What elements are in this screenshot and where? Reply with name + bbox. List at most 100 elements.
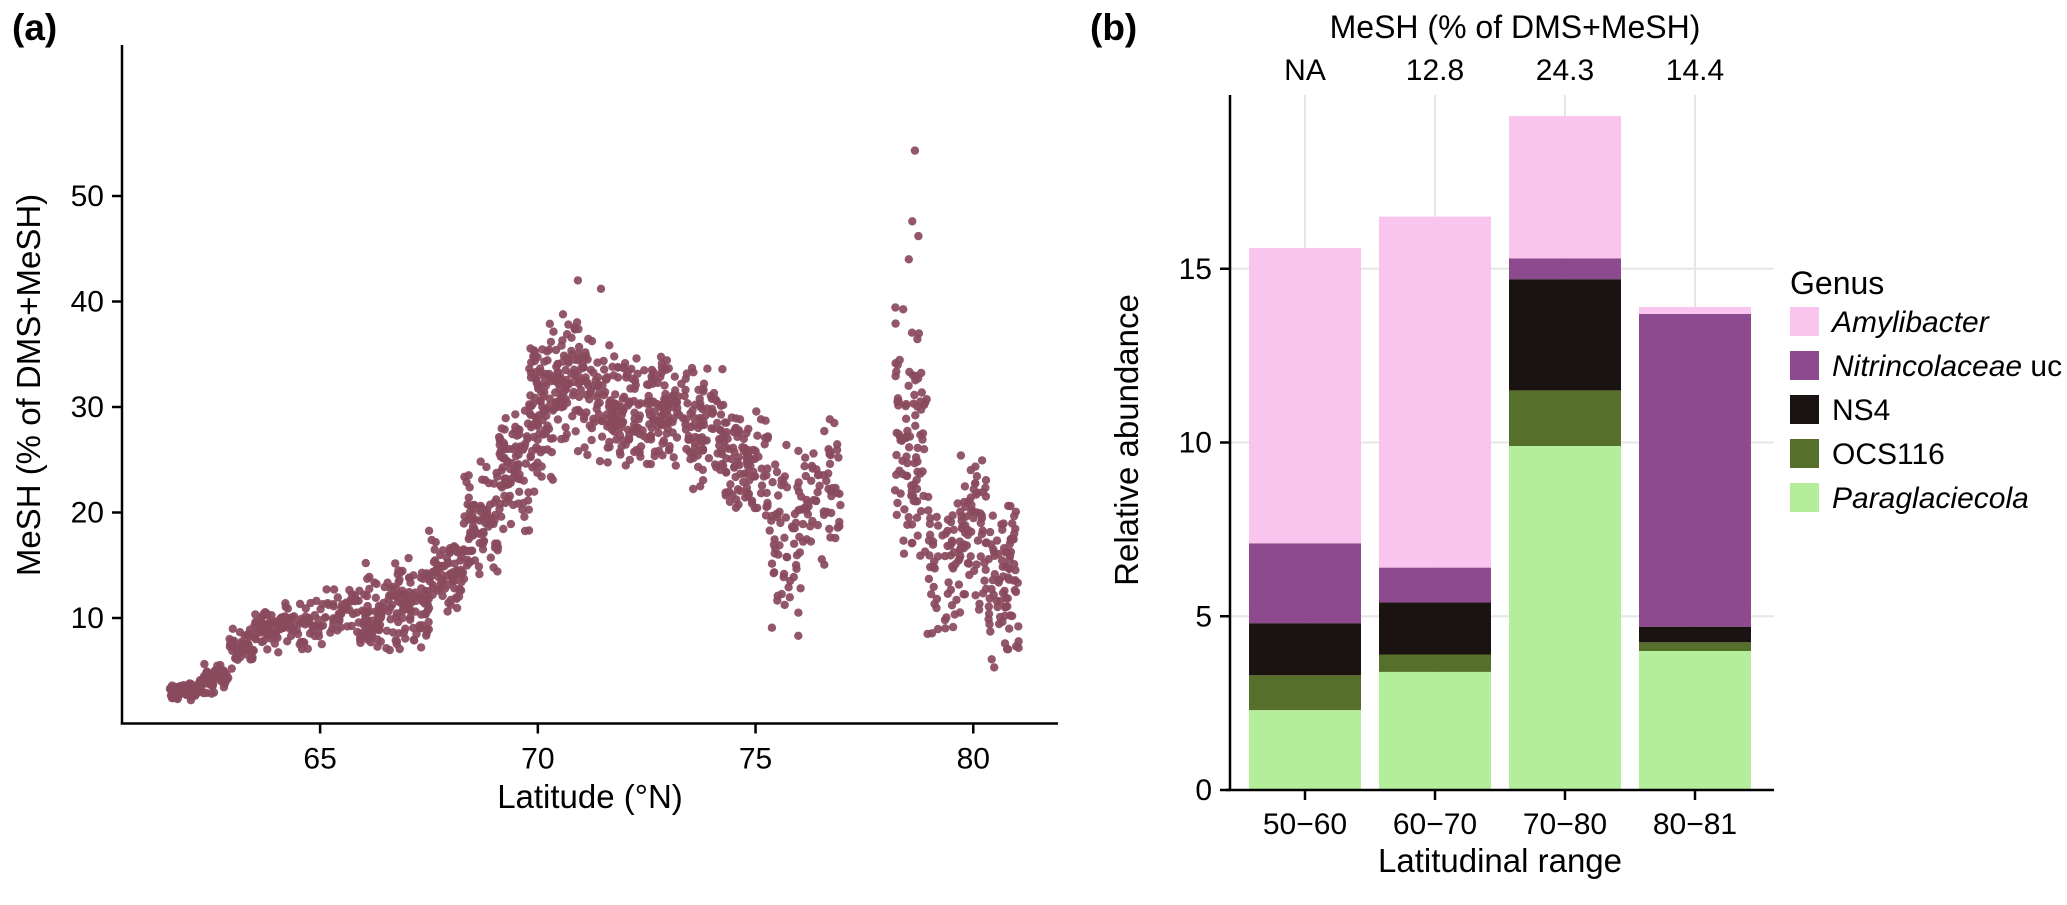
scatter-point — [770, 549, 779, 558]
scatter-point — [698, 465, 707, 475]
scatter-point — [648, 379, 657, 388]
scatter-point — [416, 573, 425, 582]
scatter-point — [774, 491, 783, 500]
scatter-point — [215, 672, 224, 682]
scatter-point — [671, 461, 680, 470]
scatter-point — [424, 617, 433, 627]
scatter-point — [953, 499, 962, 508]
scatter-point — [345, 605, 354, 615]
scatter-point — [687, 363, 697, 373]
scatter-point — [430, 545, 439, 554]
scatter-point — [396, 568, 405, 577]
scatter-point — [506, 519, 516, 529]
scatter-point — [345, 585, 354, 595]
scatter-point — [610, 427, 619, 436]
bar-segment — [1379, 216, 1491, 568]
scatter-point — [762, 471, 771, 480]
scatter-point — [409, 623, 418, 633]
scatter-point — [960, 482, 970, 491]
scatter-point — [326, 628, 335, 637]
scatter-point — [722, 454, 731, 463]
legend-label: Paraglaciecola — [1832, 482, 2029, 515]
scatter-point — [361, 558, 370, 568]
bar-segment — [1249, 247, 1361, 544]
bar-segment — [1379, 654, 1491, 672]
scatter-point — [228, 624, 237, 633]
scatter-point — [754, 452, 763, 461]
scatter-point — [574, 342, 584, 352]
scatter-point — [482, 462, 491, 472]
scatter-point — [465, 532, 474, 541]
scatter-point — [769, 569, 778, 578]
scatter-point — [657, 359, 667, 368]
scatter-point — [785, 593, 794, 602]
scatter-point — [780, 533, 789, 542]
scatter-point — [711, 395, 720, 404]
scatter-point — [598, 381, 607, 390]
scatter-point — [529, 432, 538, 442]
scatter-point — [817, 555, 826, 564]
scatter-point — [295, 640, 304, 649]
scatter-point — [519, 498, 528, 508]
scatter-point — [1009, 534, 1018, 543]
legend-swatch — [1790, 483, 1819, 512]
scatter-point — [593, 358, 602, 367]
scatter-point — [527, 358, 536, 367]
scatter-point — [933, 624, 943, 634]
scatter-point — [591, 376, 600, 385]
scatter-point — [981, 483, 990, 492]
scatter-point — [735, 415, 745, 424]
scatter-point — [621, 461, 630, 470]
scatter-point — [752, 407, 761, 416]
scatter-point — [925, 530, 935, 539]
scatter-point — [167, 694, 177, 703]
scatter-point — [550, 404, 559, 413]
scatter-point — [947, 536, 957, 545]
scatter-point — [586, 365, 596, 375]
scatter-point — [903, 458, 912, 468]
scatter-point — [493, 472, 502, 481]
scatter-point — [985, 527, 995, 537]
scatter-point — [479, 537, 488, 546]
scatter-point — [649, 416, 658, 425]
scatter-point — [893, 394, 903, 403]
a-x-ticks: 65 70 75 80 — [303, 723, 990, 776]
scatter-point — [464, 559, 473, 568]
scatter-point — [575, 392, 584, 402]
scatter-point — [963, 525, 973, 535]
scatter-point — [200, 659, 209, 669]
scatter-point — [587, 435, 596, 445]
scatter-point — [359, 621, 369, 630]
scatter-point — [568, 412, 577, 421]
scatter-point — [1002, 644, 1012, 654]
scatter-point — [908, 217, 917, 226]
scatter-point — [283, 604, 292, 613]
scatter-point — [707, 424, 716, 433]
b-y-tick-label: 10 — [1179, 427, 1212, 460]
scatter-point — [892, 510, 901, 520]
scatter-point — [400, 590, 409, 599]
scatter-point — [907, 539, 917, 548]
scatter-point — [320, 613, 330, 622]
scatter-point — [392, 639, 401, 649]
scatter-point — [633, 369, 642, 378]
panel-b-chart: (b) MeSH (% of DMS+MeSH) NA 12.8 24.3 14.4 … — [1090, 7, 2062, 879]
scatter-point — [728, 490, 737, 499]
scatter-point — [539, 445, 548, 455]
scatter-point — [360, 590, 369, 599]
scatter-point — [993, 575, 1002, 585]
scatter-point — [901, 401, 910, 411]
scatter-point — [543, 421, 552, 430]
scatter-point — [833, 523, 842, 532]
scatter-point — [511, 451, 521, 461]
scatter-point — [584, 334, 593, 344]
scatter-point — [917, 388, 926, 397]
scatter-point — [531, 413, 541, 422]
scatter-point — [984, 602, 993, 611]
scatter-point — [479, 514, 488, 523]
scatter-point — [427, 571, 436, 581]
scatter-point — [722, 418, 731, 427]
scatter-point — [965, 570, 974, 580]
scatter-point — [662, 395, 671, 404]
scatter-point — [558, 310, 568, 319]
